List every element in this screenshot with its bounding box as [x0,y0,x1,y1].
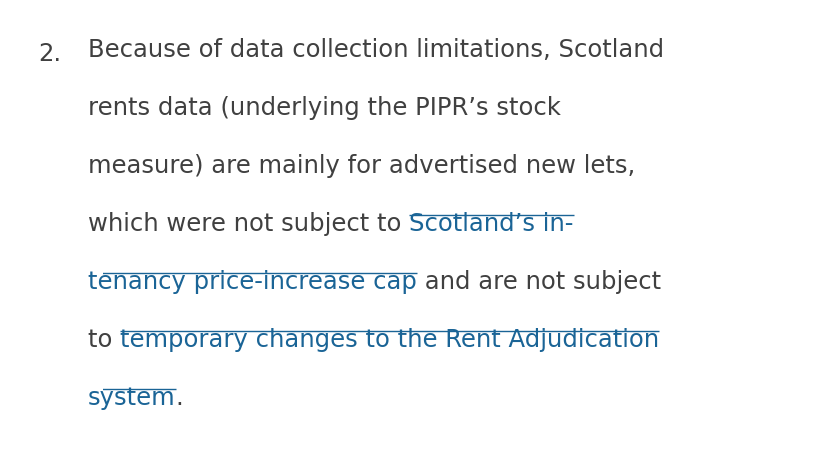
Text: which were not subject to: which were not subject to [88,212,409,236]
Text: Because of data collection limitations, Scotland: Because of data collection limitations, … [88,38,663,62]
Text: to: to [88,328,120,352]
Text: temporary changes to the Rent Adjudication: temporary changes to the Rent Adjudicati… [120,328,658,352]
Text: .: . [175,386,183,410]
Text: measure) are mainly for advertised new lets,: measure) are mainly for advertised new l… [88,154,634,178]
Text: Scotland’s in-: Scotland’s in- [409,212,573,236]
Text: tenancy price-increase cap: tenancy price-increase cap [88,270,416,294]
Text: system: system [88,386,175,410]
Text: and are not subject: and are not subject [416,270,660,294]
Text: 2.: 2. [38,42,61,66]
Text: rents data (underlying the PIPR’s stock: rents data (underlying the PIPR’s stock [88,96,560,120]
